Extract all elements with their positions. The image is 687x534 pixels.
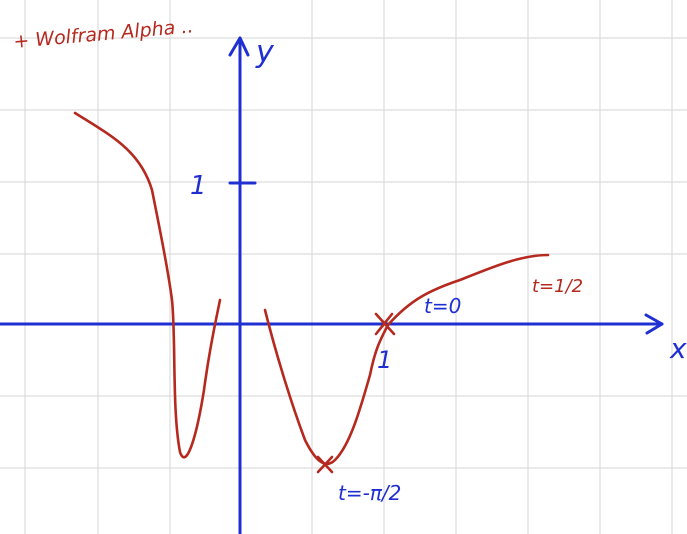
x-tick-label: 1 xyxy=(377,346,392,374)
x-tick-mark xyxy=(374,312,396,336)
x-axis-label: x xyxy=(669,332,687,365)
y-axis-label: y xyxy=(255,35,275,70)
plotted-curve-left-branch xyxy=(73,111,222,459)
annotation-t-half: t=1/2 xyxy=(532,276,583,297)
wolfram-note: + Wolfram Alpha .. xyxy=(13,15,195,53)
y-tick-label: 1 xyxy=(190,171,207,201)
point-marker-t-neg-pi-half xyxy=(316,455,334,474)
x-axis-arrowhead xyxy=(644,313,664,335)
annotation-t-neg-pi-half: t=-π/2 xyxy=(338,481,401,505)
y-axis-arrowhead xyxy=(228,36,250,57)
annotation-t0: t=0 xyxy=(424,294,461,318)
plotted-curve-right-branch xyxy=(263,253,550,466)
